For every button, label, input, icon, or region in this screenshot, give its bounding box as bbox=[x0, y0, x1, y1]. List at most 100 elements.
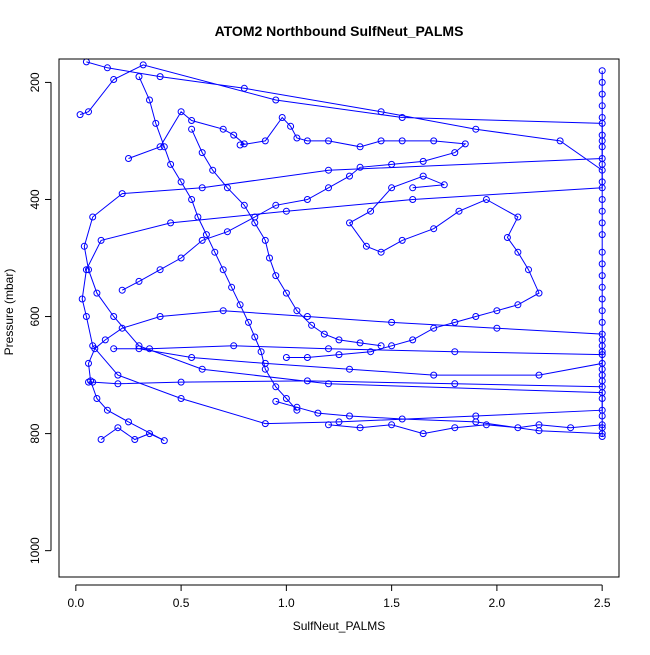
x-tick-label: 0.5 bbox=[173, 596, 190, 610]
data-point bbox=[188, 117, 196, 124]
data-point bbox=[89, 378, 97, 386]
x-axis-label: SulfNeut_PALMS bbox=[293, 619, 386, 633]
x-tick-label: 0.0 bbox=[67, 596, 84, 610]
data-point bbox=[419, 157, 427, 165]
data-point bbox=[282, 354, 290, 361]
data-point bbox=[97, 236, 105, 244]
data-point bbox=[598, 348, 606, 356]
data-point bbox=[325, 166, 332, 174]
data-point bbox=[493, 307, 501, 315]
data-point bbox=[598, 67, 606, 75]
data-point bbox=[335, 418, 343, 426]
data-point bbox=[257, 348, 265, 356]
data-point bbox=[282, 207, 290, 215]
data-point bbox=[388, 421, 396, 429]
data-point bbox=[325, 345, 332, 353]
data-point bbox=[388, 318, 396, 326]
data-point bbox=[598, 421, 606, 429]
data-point bbox=[598, 178, 606, 186]
data-point bbox=[303, 377, 311, 385]
data-point bbox=[131, 436, 139, 443]
data-point bbox=[103, 406, 111, 414]
data-point bbox=[308, 321, 316, 329]
data-point bbox=[598, 196, 606, 203]
y-tick-label: 400 bbox=[28, 189, 42, 209]
data-point bbox=[125, 418, 132, 426]
data-point bbox=[167, 160, 175, 168]
data-point bbox=[118, 286, 126, 294]
data-point bbox=[251, 219, 259, 227]
data-point bbox=[177, 395, 185, 402]
y-tick-label: 1000 bbox=[28, 537, 42, 564]
data-point bbox=[346, 412, 353, 420]
data-point bbox=[598, 377, 606, 385]
plot-frame bbox=[58, 58, 620, 578]
data-point bbox=[293, 134, 301, 142]
data-point bbox=[156, 73, 164, 81]
series-7 bbox=[188, 125, 385, 350]
data-point bbox=[535, 289, 543, 297]
data-point bbox=[194, 213, 202, 221]
data-point bbox=[535, 427, 543, 435]
data-point bbox=[85, 378, 92, 386]
data-point bbox=[146, 430, 153, 438]
data-point bbox=[272, 201, 280, 209]
data-point bbox=[272, 96, 280, 104]
data-point bbox=[598, 430, 606, 438]
data-point bbox=[156, 266, 164, 274]
data-point bbox=[325, 380, 332, 388]
data-point bbox=[598, 131, 606, 139]
data-point bbox=[135, 345, 143, 353]
data-point bbox=[598, 114, 606, 121]
series-5 bbox=[282, 172, 543, 361]
data-point bbox=[451, 348, 459, 356]
data-point bbox=[325, 137, 332, 145]
data-point bbox=[303, 196, 311, 203]
data-point bbox=[567, 424, 575, 432]
data-point bbox=[514, 213, 522, 221]
data-point bbox=[167, 219, 175, 227]
data-point bbox=[114, 380, 122, 388]
data-point bbox=[598, 260, 606, 268]
data-point bbox=[398, 236, 406, 244]
data-point bbox=[598, 231, 606, 239]
data-point bbox=[598, 295, 606, 303]
data-point bbox=[419, 430, 427, 438]
data-point bbox=[282, 395, 290, 402]
data-point bbox=[223, 228, 231, 236]
data-point bbox=[598, 78, 606, 86]
data-point bbox=[598, 318, 606, 326]
data-point bbox=[430, 137, 438, 145]
data-point bbox=[451, 380, 459, 388]
series-line bbox=[121, 110, 467, 291]
data-point bbox=[356, 143, 364, 151]
data-point bbox=[114, 424, 122, 432]
x-tick-label: 1.5 bbox=[383, 596, 400, 610]
data-point bbox=[272, 272, 280, 280]
series-line bbox=[286, 175, 540, 358]
data-point bbox=[598, 160, 606, 168]
data-point bbox=[409, 196, 417, 203]
data-point bbox=[198, 236, 206, 244]
data-point bbox=[198, 365, 206, 373]
data-point bbox=[598, 102, 606, 110]
data-point bbox=[493, 324, 501, 332]
data-point bbox=[82, 266, 90, 274]
data-point bbox=[377, 137, 385, 145]
data-point bbox=[139, 61, 147, 69]
data-point bbox=[362, 242, 370, 250]
x-tick-label: 1.0 bbox=[278, 596, 295, 610]
series-8 bbox=[135, 73, 301, 414]
data-point bbox=[125, 155, 132, 162]
data-point bbox=[219, 266, 227, 274]
data-point bbox=[146, 345, 153, 353]
data-point bbox=[89, 213, 97, 221]
data-point bbox=[266, 254, 273, 262]
data-point bbox=[177, 378, 185, 386]
x-axis: 0.0 0.5 1.0 1.5 2.0 2.5 bbox=[67, 584, 611, 610]
data-point bbox=[177, 108, 185, 116]
data-point bbox=[598, 365, 606, 373]
